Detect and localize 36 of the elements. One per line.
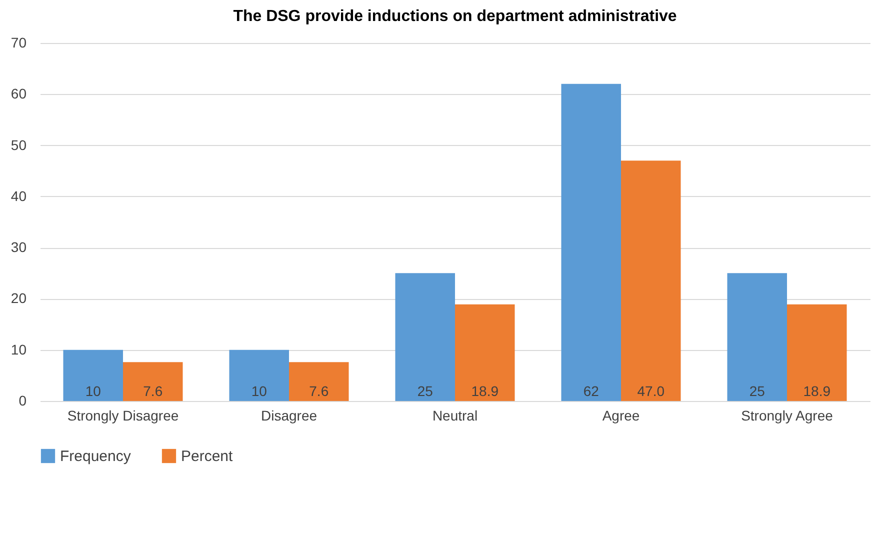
data-label: 7.6: [143, 383, 163, 399]
y-tick-label: 20: [10, 290, 27, 306]
data-label: 18.9: [803, 383, 831, 399]
data-label: 10: [85, 383, 102, 399]
data-label: 10: [251, 383, 268, 399]
y-tick-label: 40: [10, 188, 27, 204]
bar: [229, 350, 289, 401]
x-tick-label: Neutral: [432, 408, 478, 424]
data-label: 25: [749, 383, 766, 399]
y-tick-label: 0: [18, 392, 27, 408]
bar: [787, 304, 847, 401]
data-label: 7.6: [309, 383, 329, 399]
legend-label: Frequency: [60, 448, 132, 465]
bar: [455, 304, 515, 401]
bar: [63, 350, 123, 401]
x-tick-label: Strongly Agree: [741, 408, 834, 424]
bar: [621, 160, 681, 401]
x-tick-label: Agree: [602, 408, 640, 424]
y-tick-label: 10: [10, 341, 27, 358]
legend-label: Percent: [181, 448, 234, 465]
data-label: 47.0: [637, 383, 665, 399]
data-label: 62: [583, 383, 600, 399]
bar: [727, 273, 787, 401]
y-tick-label: 60: [10, 86, 27, 102]
bar: [289, 362, 349, 401]
y-tick-label: 50: [10, 136, 27, 153]
y-tick-label: 70: [10, 34, 27, 50]
bar: [123, 362, 183, 401]
chart-title: The DSG provide inductions on department administrative: [233, 8, 677, 25]
bar: [395, 273, 455, 401]
data-label: 25: [417, 383, 434, 399]
x-tick-label: Disagree: [260, 408, 318, 424]
y-tick-label: 30: [10, 239, 27, 256]
data-label: 18.9: [471, 383, 499, 399]
bar: [561, 84, 621, 401]
x-tick-label: Strongly Disagree: [67, 408, 179, 424]
